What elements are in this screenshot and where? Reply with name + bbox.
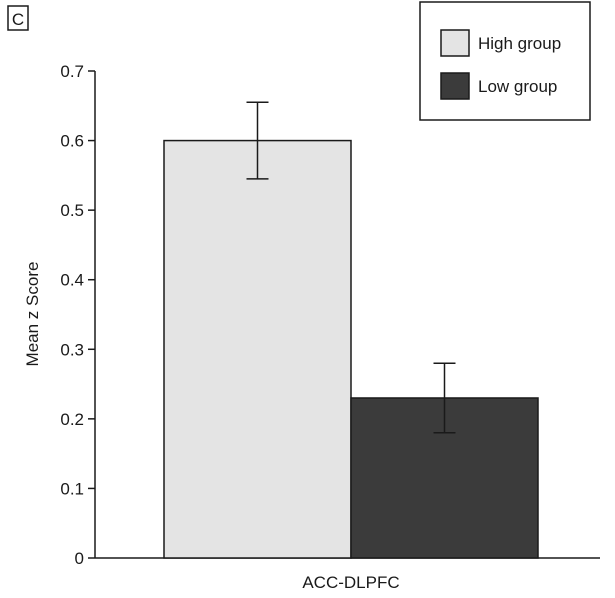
error-bars <box>246 101 456 434</box>
x-categories: ACC-DLPFC <box>302 573 399 592</box>
y-tick-label: 0.3 <box>60 340 84 359</box>
y-tick-label: 0.6 <box>60 132 84 151</box>
panel-label-box <box>7 5 29 31</box>
legend-label-low-group: Low group <box>478 77 557 96</box>
y-tick-label: 0.5 <box>60 201 84 220</box>
error-bar-low-group <box>433 362 456 434</box>
panel-label-text: C <box>12 10 24 29</box>
y-tick-label: 0.2 <box>60 410 84 429</box>
legend-swatch-high-group <box>440 29 470 57</box>
bars <box>163 139 539 559</box>
legend-swatch-low-group <box>440 72 470 100</box>
bar-high-group <box>163 139 352 559</box>
error-bar-high-group <box>246 101 269 180</box>
y-axis-label: Mean z Score <box>23 262 42 367</box>
panel-label: C <box>7 5 29 31</box>
x-category-label: ACC-DLPFC <box>302 573 399 592</box>
y-tick-label: 0.1 <box>60 479 84 498</box>
y-ticks: 0 0.1 0.2 0.3 0.4 0.5 0.6 0.7 <box>60 62 95 568</box>
y-tick-label: 0.4 <box>60 271 84 290</box>
legend-label-high-group: High group <box>478 34 561 53</box>
legend-frame <box>419 1 591 121</box>
y-tick-label: 0 <box>75 549 84 568</box>
legend: High group Low group <box>419 1 591 121</box>
y-tick-label: 0.7 <box>60 62 84 81</box>
